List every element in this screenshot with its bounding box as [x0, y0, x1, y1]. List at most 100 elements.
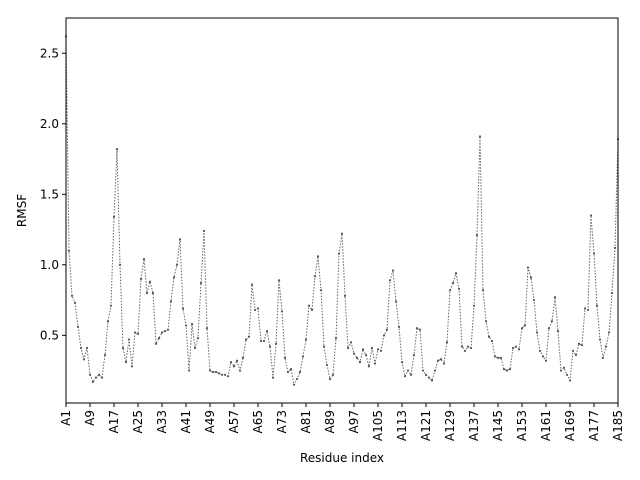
data-point [103, 353, 107, 357]
data-point [439, 358, 443, 361]
data-point [604, 345, 608, 348]
data-point [73, 301, 77, 304]
data-point [466, 345, 470, 348]
data-point [388, 279, 392, 282]
data-point [70, 294, 74, 297]
data-point [382, 334, 386, 337]
x-tick-label: A89 [323, 410, 337, 433]
data-point [424, 373, 428, 376]
data-point [349, 341, 353, 344]
data-point [229, 361, 233, 364]
data-point [202, 229, 206, 233]
data-point [151, 291, 155, 295]
data-point [304, 338, 308, 341]
data-point [373, 362, 377, 365]
data-point [454, 272, 458, 275]
y-axis-ticks: 0.5 1.0 1.5 2.0 2.5 [40, 46, 66, 342]
x-axis-ticks: A1 A9 A17 A25 A33 A41 A49 A57 A65 A73 A81 A89 A97 A10… [59, 403, 625, 441]
y-tick-label: 1.5 [40, 187, 59, 201]
y-axis-label: RMSF [15, 194, 29, 227]
data-point [478, 135, 482, 138]
y-tick-label: 0.5 [40, 328, 59, 342]
data-point [601, 356, 605, 359]
x-tick-label: A49 [203, 410, 217, 433]
data-point [289, 368, 293, 371]
data-point [583, 307, 587, 310]
x-tick-label: A81 [299, 410, 313, 433]
data-point [277, 279, 281, 282]
data-point [358, 361, 362, 364]
data-point [268, 345, 272, 348]
data-point [448, 289, 452, 292]
x-tick-label: A57 [227, 410, 241, 433]
data-point [574, 353, 578, 357]
data-point [265, 329, 269, 333]
data-point [247, 335, 251, 338]
data-point [298, 370, 302, 374]
y-tick-label: 1.0 [40, 258, 59, 272]
data-point [490, 339, 494, 343]
data-point [475, 234, 479, 237]
data-point [553, 296, 557, 299]
data-point [346, 346, 350, 350]
data-point [595, 304, 599, 307]
data-point [529, 276, 533, 279]
data-point [511, 346, 515, 350]
data-point [436, 359, 440, 362]
data-point [136, 332, 140, 335]
y-tick-label: 2.5 [40, 46, 59, 60]
data-point [82, 358, 86, 361]
data-point [157, 337, 161, 340]
x-tick-label: A33 [155, 410, 169, 433]
data-point [376, 348, 380, 351]
data-point [190, 322, 194, 326]
data-point [112, 215, 116, 218]
data-point [556, 329, 560, 333]
x-tick-label: A129 [443, 410, 457, 441]
data-point [544, 359, 548, 362]
data-point [433, 369, 437, 372]
data-point [370, 346, 374, 350]
x-tick-label: A161 [539, 410, 553, 441]
data-point [139, 277, 143, 280]
data-point [106, 320, 110, 323]
data-point [391, 269, 395, 272]
data-point [256, 307, 260, 310]
data-point [262, 339, 266, 343]
x-tick-label: A153 [515, 410, 529, 441]
data-point [493, 355, 497, 358]
x-tick-label: A185 [611, 410, 625, 441]
data-point [181, 307, 185, 310]
data-point [154, 342, 158, 345]
data-point [517, 348, 521, 351]
data-point [589, 214, 593, 217]
data-point [220, 373, 224, 376]
data-point [118, 263, 122, 266]
data-point [193, 346, 197, 350]
data-point [184, 324, 188, 327]
data-point [250, 283, 254, 286]
data-point [232, 365, 236, 368]
data-point [301, 355, 305, 358]
data-point [523, 324, 527, 327]
data-point [94, 376, 98, 379]
data-point [217, 372, 221, 375]
data-point [403, 375, 407, 378]
data-point [457, 287, 461, 290]
x-tick-label: A25 [131, 410, 145, 433]
data-point [607, 331, 611, 334]
data-point [460, 345, 464, 348]
data-point [109, 304, 113, 307]
data-point [613, 246, 617, 249]
data-point [508, 368, 512, 371]
data-point [571, 349, 575, 352]
data-point [463, 349, 467, 352]
data-point [499, 356, 503, 359]
x-tick-label: A121 [419, 410, 433, 441]
data-point [547, 327, 551, 330]
rmsf-series-line [65, 36, 619, 387]
data-point [469, 346, 473, 350]
x-tick-label: A177 [587, 410, 601, 441]
